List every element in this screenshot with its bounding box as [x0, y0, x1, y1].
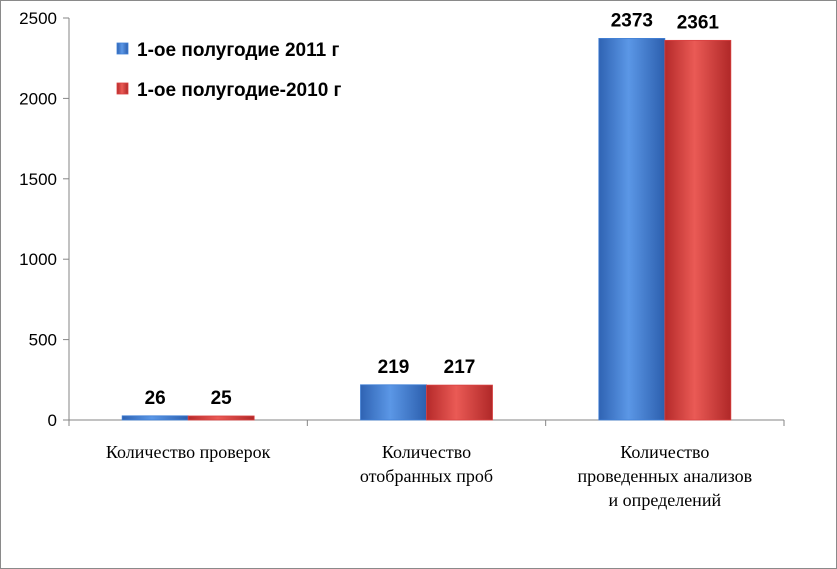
x-category-label: Количество отобранных проб [360, 442, 493, 486]
data-label: 25 [211, 388, 233, 409]
bar [360, 384, 427, 421]
x-category-label: Количество проведенных анализов и определе… [577, 442, 752, 510]
bar [426, 384, 493, 421]
y-tick-label: 2000 [19, 89, 57, 108]
y-tick-label: 1000 [19, 250, 57, 269]
legend: 1-ое полугодие 2011 г 1-ое полугодие-2010… [116, 40, 342, 101]
y-tick-label: 0 [48, 411, 57, 430]
data-label: 2373 [611, 10, 653, 31]
bar [664, 39, 732, 421]
legend-label: 1-ое полугодие 2011 г [137, 40, 339, 61]
data-label: 2361 [677, 12, 720, 33]
data-label: 26 [145, 388, 166, 409]
data-labels: 26 25 219 217 2373 2361 [145, 10, 720, 409]
legend-swatch [116, 82, 129, 95]
data-label: 219 [378, 357, 410, 378]
bars [121, 38, 732, 421]
legend-swatch [116, 42, 129, 55]
legend-label: 1-ое полугодие-2010 г [137, 80, 342, 101]
bar [598, 38, 666, 421]
bar [121, 415, 189, 421]
axes: 0 500 1000 1500 2000 2500 Количество проверок К… [19, 9, 785, 510]
y-tick-label: 2500 [19, 9, 57, 28]
x-category-label: Количество проверок [106, 442, 271, 462]
bar [187, 415, 255, 421]
data-label: 217 [444, 357, 476, 378]
y-tick-label: 500 [29, 331, 57, 350]
y-tick-label: 1500 [19, 170, 57, 189]
